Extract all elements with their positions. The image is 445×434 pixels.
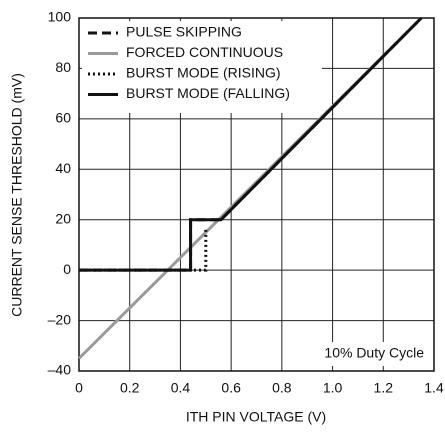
y-tick-label: 0 bbox=[63, 261, 71, 277]
series-line bbox=[79, 227, 208, 272]
y-axis-label: CURRENT SENSE THRESHOLD (mV) bbox=[9, 73, 25, 317]
legend-label: PULSE SKIPPING bbox=[126, 24, 242, 40]
series-line bbox=[79, 16, 423, 272]
x-tick-label: 0.2 bbox=[120, 380, 140, 396]
annotation-box bbox=[302, 342, 430, 366]
x-tick-label: 1.4 bbox=[424, 380, 444, 396]
x-axis-label: ITH PIN VOLTAGE (V) bbox=[186, 409, 326, 425]
legend-label: BURST MODE (FALLING) bbox=[126, 85, 290, 101]
y-tick-label: 80 bbox=[55, 59, 71, 75]
x-tick-label: 0 bbox=[75, 380, 83, 396]
x-tick-label: 1.0 bbox=[323, 380, 343, 396]
y-tick-label: 20 bbox=[55, 210, 71, 226]
x-tick-label: 0.6 bbox=[221, 380, 241, 396]
x-tick-label: 1.2 bbox=[374, 380, 394, 396]
legend-label: FORCED CONTINUOUS bbox=[126, 44, 283, 60]
legend-label: BURST MODE (RISING) bbox=[126, 65, 281, 81]
plot-frame bbox=[78, 17, 435, 372]
annotation: 10% Duty Cycle bbox=[324, 345, 424, 361]
y-tick-label: 100 bbox=[48, 9, 72, 25]
x-tick-label: 0.8 bbox=[272, 380, 292, 396]
y-tick-label: 60 bbox=[55, 110, 71, 126]
y-tick-label: 40 bbox=[55, 160, 71, 176]
x-tick-label: 0.4 bbox=[171, 380, 191, 396]
y-tick-label: –40 bbox=[48, 362, 72, 378]
legend-box bbox=[82, 21, 322, 113]
y-tick-label: –20 bbox=[48, 311, 72, 327]
